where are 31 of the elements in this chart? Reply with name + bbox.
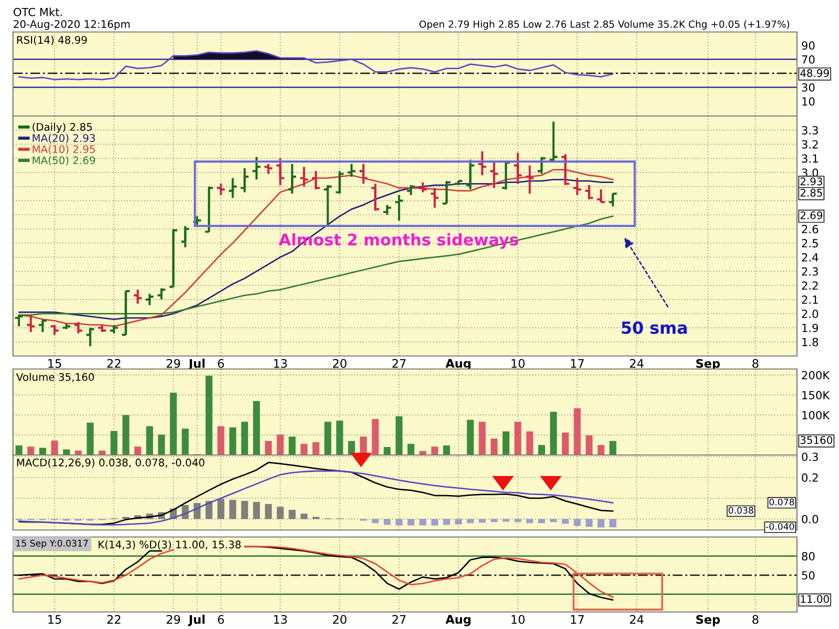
- y-tick-label: 0.0: [802, 514, 818, 524]
- x-tick-label: 24: [630, 614, 644, 624]
- x-tick-label: 20: [333, 614, 346, 624]
- y-tick-label: 50: [802, 571, 815, 580]
- chart-title: K(14,3) %D(3) 11.00, 15.38: [98, 540, 241, 550]
- y-tick-label: 200K: [802, 370, 830, 380]
- chart-title: Volume 35,160: [16, 372, 94, 382]
- x-tick-label: 29: [166, 614, 180, 624]
- x-tick-label: Sep: [696, 614, 720, 626]
- x-tick-label: 10: [512, 614, 525, 624]
- x-tick-label: 6: [218, 614, 224, 624]
- y-tick-label: 0.3: [802, 452, 818, 462]
- x-tick-label: Aug: [446, 615, 470, 626]
- annotation: 35160: [800, 436, 832, 444]
- y-tick-label: 80: [802, 552, 815, 560]
- annotation: 11.00: [800, 595, 829, 603]
- x-tick-label: 17: [571, 615, 584, 624]
- y-tick-label: 100K: [802, 410, 830, 420]
- x-tick-label: Jul: [188, 614, 205, 626]
- x-tick-label: 27: [392, 614, 406, 624]
- annotation: 15 Sep Y:0.0317: [16, 540, 88, 548]
- annotation: -0.040: [766, 523, 794, 530]
- y-tick-label: 150K: [802, 390, 830, 400]
- annotation: 0.038: [728, 506, 754, 514]
- x-tick-label: 22: [107, 614, 120, 624]
- x-tick-label: 15: [48, 615, 62, 624]
- x-tick-label: 13: [274, 614, 287, 624]
- y-tick-label: 0.2: [802, 473, 818, 482]
- x-tick-label: 8: [752, 614, 758, 624]
- chart-title: MACD(12,26,9) 0.038, 0.078, -0.040: [17, 458, 204, 468]
- annotation: 0.078: [769, 498, 794, 506]
